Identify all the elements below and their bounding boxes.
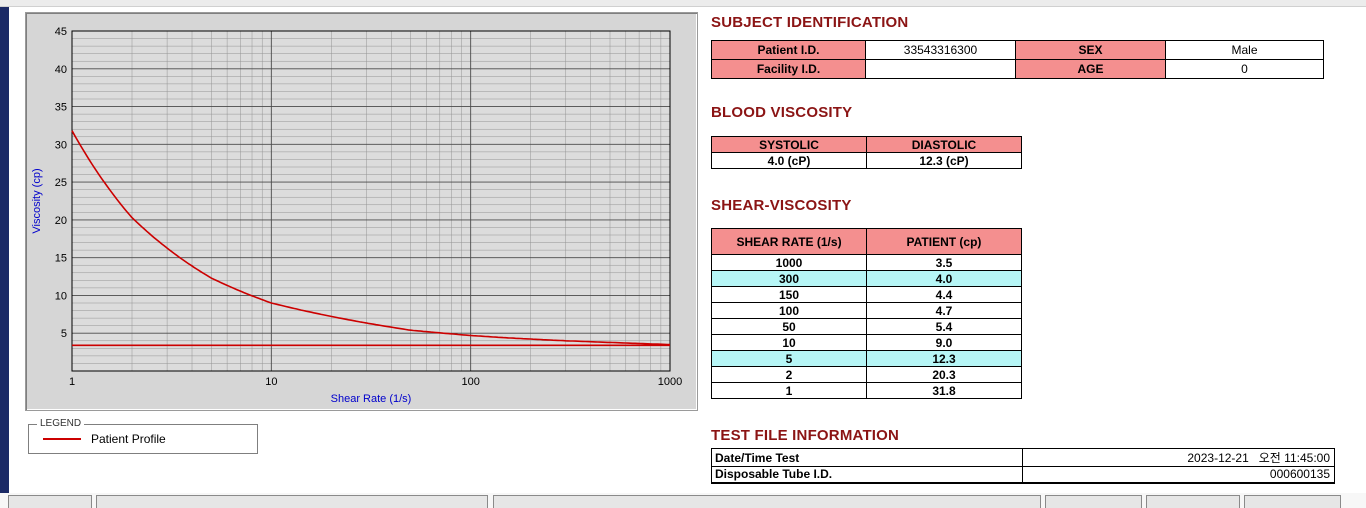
x-tick-label: 10 <box>265 376 277 388</box>
shear-rate-header: SHEAR RATE (1/s) <box>711 228 867 255</box>
table-row: 300 4.0 <box>711 270 1022 287</box>
y-tick-label: 5 <box>61 328 67 340</box>
date-time-test-value: 2023-12-21 오전 11:45:00 <box>1022 448 1335 467</box>
bottom-button-partial[interactable] <box>1146 495 1240 508</box>
x-tick-label: 100 <box>461 376 479 388</box>
test-file-information-table: Date/Time Test 2023-12-21 오전 11:45:00 Di… <box>711 448 1335 484</box>
test-file-information-heading: TEST FILE INFORMATION <box>711 427 900 444</box>
legend-line-swatch <box>43 438 81 440</box>
y-tick-label: 30 <box>55 139 67 151</box>
table-row: 10 9.0 <box>711 334 1022 351</box>
table-row: 2 20.3 <box>711 366 1022 383</box>
patient-cp-cell: 31.8 <box>866 382 1022 399</box>
x-tick-label: 1 <box>69 376 75 388</box>
shear-rate-cell: 1 <box>711 382 867 399</box>
systolic-header: SYSTOLIC <box>711 136 867 153</box>
table-row: 5 12.3 <box>711 350 1022 367</box>
viscosity-chart-panel: 5 10 15 20 25 30 35 40 45 1 10 100 1000 Shear Rate (1… <box>25 12 698 411</box>
patient-cp-cell: 20.3 <box>866 366 1022 383</box>
table-row: 4.0 (cP) 12.3 (cP) <box>711 152 1022 169</box>
patient-cp-cell: 4.0 <box>866 270 1022 287</box>
shear-rate-cell: 2 <box>711 366 867 383</box>
shear-viscosity-table: SHEAR RATE (1/s) PATIENT (cp) 1000 3.5 300… <box>711 228 1022 399</box>
bottom-button-partial[interactable] <box>1244 495 1341 508</box>
patient-cp-cell: 5.4 <box>866 318 1022 335</box>
blood-viscosity-table: SYSTOLIC DIASTOLIC 4.0 (cP) 12.3 (cP) <box>711 136 1022 169</box>
table-row: 1000 3.5 <box>711 254 1022 271</box>
patient-id-value: 33543316300 <box>865 40 1016 60</box>
table-row: Date/Time Test 2023-12-21 오전 11:45:00 <box>711 448 1335 467</box>
table-row: 50 5.4 <box>711 318 1022 335</box>
sex-label: SEX <box>1015 40 1166 60</box>
systolic-value: 4.0 (cP) <box>711 152 867 169</box>
table-row: SYSTOLIC DIASTOLIC <box>711 136 1022 153</box>
sex-value: Male <box>1165 40 1324 60</box>
shear-viscosity-heading: SHEAR-VISCOSITY <box>711 197 852 214</box>
y-axis-title: Viscosity (cp) <box>31 168 43 233</box>
shear-rate-cell: 1000 <box>711 254 867 271</box>
bottom-button-partial[interactable] <box>493 495 1041 508</box>
patient-cp-cell: 3.5 <box>866 254 1022 271</box>
bottom-button-partial[interactable] <box>96 495 488 508</box>
shear-viscosity-body: 1000 3.5 300 4.0 150 4.4 100 4.7 50 5.4 10 9.0 5 12.3… <box>711 254 1022 399</box>
x-tick-label: 1000 <box>658 376 682 388</box>
viscosity-chart-svg: 5 10 15 20 25 30 35 40 45 1 10 100 1000 Shear Rate (1… <box>31 26 682 405</box>
legend-title: LEGEND <box>37 418 85 429</box>
table-header-row: SHEAR RATE (1/s) PATIENT (cp) <box>711 228 1022 255</box>
patient-cp-header: PATIENT (cp) <box>866 228 1022 255</box>
y-tick-label: 20 <box>55 215 67 227</box>
legend-item-label: Patient Profile <box>91 432 166 446</box>
shear-rate-cell: 100 <box>711 302 867 319</box>
patient-profile-line <box>71 130 671 346</box>
x-axis-title: Shear Rate (1/s) <box>331 393 412 405</box>
y-tick-label: 15 <box>55 253 67 265</box>
disposable-tube-id-value: 000600135 <box>1022 466 1335 483</box>
patient-cp-cell: 9.0 <box>866 334 1022 351</box>
age-label: AGE <box>1015 59 1166 79</box>
subject-identification-heading: SUBJECT IDENTIFICATION <box>711 14 909 31</box>
chart-legend-box: LEGEND Patient Profile <box>28 418 258 454</box>
table-row: 100 4.7 <box>711 302 1022 319</box>
patient-id-label: Patient I.D. <box>711 40 866 60</box>
shear-rate-cell: 10 <box>711 334 867 351</box>
diastolic-header: DIASTOLIC <box>866 136 1022 153</box>
shear-rate-cell: 5 <box>711 350 867 367</box>
table-row: Patient I.D. 33543316300 SEX Male <box>711 40 1324 60</box>
table-row: Facility I.D. AGE 0 <box>711 59 1324 79</box>
table-row: 1 31.8 <box>711 382 1022 399</box>
subject-identification-table: Patient I.D. 33543316300 SEX Male Facili… <box>711 40 1324 79</box>
diastolic-value: 12.3 (cP) <box>866 152 1022 169</box>
shear-rate-cell: 50 <box>711 318 867 335</box>
bottom-button-partial[interactable] <box>8 495 92 508</box>
facility-id-label: Facility I.D. <box>711 59 866 79</box>
table-row: 150 4.4 <box>711 286 1022 303</box>
y-tick-label: 10 <box>55 290 67 302</box>
disposable-tube-id-label: Disposable Tube I.D. <box>711 466 1023 483</box>
bottom-toolbar-partial <box>0 493 1366 508</box>
shear-rate-cell: 300 <box>711 270 867 287</box>
shear-rate-cell: 150 <box>711 286 867 303</box>
blood-viscosity-heading: BLOOD VISCOSITY <box>711 104 853 121</box>
patient-cp-cell: 12.3 <box>866 350 1022 367</box>
date-time-test-label: Date/Time Test <box>711 448 1023 467</box>
window-top-edge <box>0 0 1366 7</box>
facility-id-value <box>865 59 1016 79</box>
age-value: 0 <box>1165 59 1324 79</box>
patient-cp-cell: 4.7 <box>866 302 1022 319</box>
y-tick-label: 45 <box>55 26 67 38</box>
table-row: Disposable Tube I.D. 000600135 <box>711 466 1335 483</box>
y-tick-label: 40 <box>55 64 67 76</box>
legend-item: Patient Profile <box>29 425 257 453</box>
left-navy-sidebar <box>0 7 9 493</box>
patient-cp-cell: 4.4 <box>866 286 1022 303</box>
bottom-button-partial[interactable] <box>1045 495 1142 508</box>
y-tick-label: 25 <box>55 177 67 189</box>
y-tick-label: 35 <box>55 102 67 114</box>
